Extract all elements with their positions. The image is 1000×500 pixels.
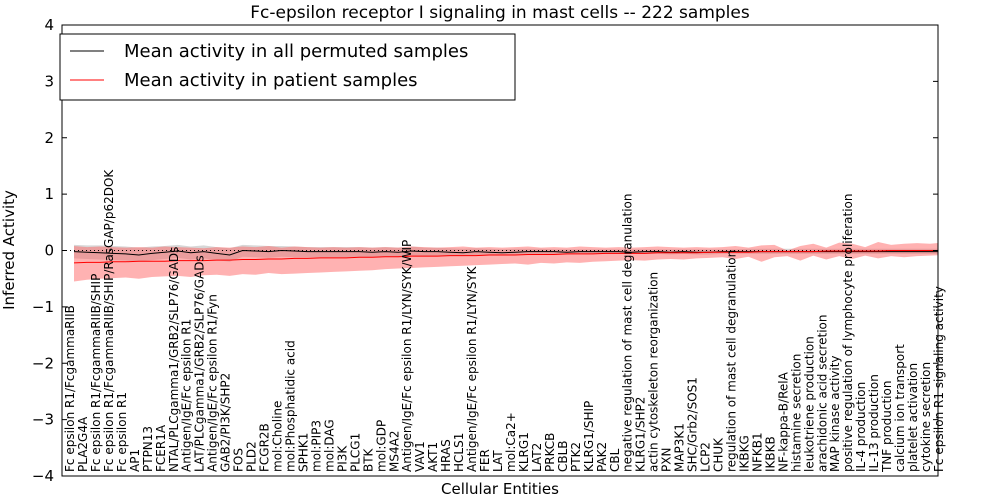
entity-label: platelet activation bbox=[906, 363, 920, 472]
chart-title: Fc-epsilon receptor I signaling in mast … bbox=[250, 3, 750, 23]
entity-label: HCLS1 bbox=[452, 433, 466, 472]
entity-label: mol:Choline bbox=[271, 401, 285, 472]
entity-label: Fc epsilon R1 signaling activity bbox=[932, 286, 946, 472]
entity-label: FCGR2B bbox=[258, 423, 272, 472]
y-axis-label: Inferred Activity bbox=[0, 190, 18, 310]
entity-label: positive regulation of lymphocyte prolif… bbox=[841, 194, 855, 473]
entity-label: calcium ion transport bbox=[893, 344, 907, 472]
entity-label: IL-4 production bbox=[854, 382, 868, 472]
entity-label: AP1 bbox=[128, 449, 142, 472]
entity-label: MS4A2 bbox=[387, 431, 401, 472]
series-line-patient bbox=[73, 250, 938, 264]
entity-label: HRAS bbox=[439, 439, 453, 472]
entity-label: CBLB bbox=[556, 440, 570, 472]
entity-label: AKT1 bbox=[426, 442, 440, 472]
entity-label: BTK bbox=[361, 447, 375, 472]
y-tick-label: −1 bbox=[32, 298, 54, 316]
y-tick-label: 0 bbox=[44, 242, 54, 260]
entity-label: Fc epsilon R1/FcgammaRIIB bbox=[63, 305, 77, 472]
entity-label: KLRG1 bbox=[517, 432, 531, 472]
entity-label: PXN bbox=[660, 448, 674, 472]
entity-label: CBL bbox=[608, 448, 622, 472]
y-tick-label: −3 bbox=[32, 411, 54, 429]
entity-label: Fc epsilon R1 bbox=[115, 392, 129, 472]
entity-label: IL-13 production bbox=[867, 374, 881, 472]
entity-label: FOS bbox=[232, 448, 246, 472]
entity-label: VAV1 bbox=[413, 441, 427, 472]
legend-frame bbox=[59, 33, 516, 101]
y-tick-label: 4 bbox=[44, 16, 54, 34]
entity-label: Antigen/IgE/Fc epsilon R1/LYN/SYK/WIP bbox=[400, 240, 414, 472]
entity-label: SHC/Grb2/SOS1 bbox=[686, 377, 700, 472]
legend-label-permuted: Mean activity in all permuted samples bbox=[124, 41, 468, 62]
entity-label: histamine secretion bbox=[789, 354, 803, 472]
entity-label: mol:DAG bbox=[322, 419, 336, 472]
entity-label: LAT/PLCgamma1/GRB2/SLP76/GADs bbox=[193, 255, 207, 472]
entity-label: PAK2 bbox=[595, 442, 609, 472]
entity-label: KLRG1/SHP2 bbox=[634, 397, 648, 472]
entity-label: Antigen/IgE/Fc epsilon R1/Fyn bbox=[206, 294, 220, 472]
legend: Mean activity in all permuted samples Me… bbox=[59, 33, 516, 101]
entity-label: Fc epsilon R1/FcgammaRIIB/SHIP/RasGAP/p6… bbox=[102, 169, 116, 472]
y-tick-label: 2 bbox=[44, 129, 54, 147]
entity-label: NFKB1 bbox=[750, 432, 764, 472]
entity-label: mol:GDP bbox=[374, 420, 388, 472]
entity-label: NTAL/PLCgamma1/GRB2/SLP76/GADs bbox=[167, 247, 181, 472]
y-tick-label: 3 bbox=[44, 72, 54, 90]
entity-label: regulation of mast cell degranulation bbox=[724, 250, 738, 472]
entity-label: PRKCB bbox=[543, 433, 557, 472]
y-tick-label: −4 bbox=[32, 467, 54, 485]
entity-label: PTPN13 bbox=[141, 426, 155, 472]
entity-label: MAP kinase activity bbox=[828, 355, 842, 472]
entity-label: MAP3K1 bbox=[673, 423, 687, 472]
entity-label: Fc epsilon R1/FcgammaRIIB/SHIP bbox=[89, 274, 103, 472]
entity-label: IKBKG bbox=[737, 435, 751, 472]
entity-label: Antigen/IgE/Fc epsilon R1 bbox=[180, 319, 194, 472]
entity-label: arachidonic acid secretion bbox=[815, 315, 829, 472]
entity-label: Antigen/IgE/Fc epsilon R1/LYN/SYK bbox=[465, 265, 479, 472]
entity-label: mol:Ca2+ bbox=[504, 412, 518, 472]
entity-label: CHUK bbox=[712, 437, 726, 472]
entity-label: LAT2 bbox=[530, 443, 544, 472]
entity-label: FCER1A bbox=[154, 424, 168, 472]
entity-label: leukotriene production bbox=[802, 336, 816, 472]
entity-label: FER bbox=[478, 449, 492, 472]
entity-label: actin cytoskeleton reorganization bbox=[647, 272, 661, 472]
entity-label: TNF production bbox=[880, 381, 894, 473]
entity-label: GAB2/PI3K/SHP2 bbox=[219, 373, 233, 472]
entity-label: mol:Phosphatidic acid bbox=[283, 340, 297, 472]
legend-label-patient: Mean activity in patient samples bbox=[124, 70, 418, 91]
y-axis-ticks: −4 −3 −2 −1 0 1 2 3 4 bbox=[32, 16, 938, 485]
entity-label: PTK2 bbox=[569, 442, 583, 472]
entity-label: PLA2G4A bbox=[76, 416, 90, 472]
series-lines bbox=[73, 249, 938, 264]
x-axis-label: Cellular Entities bbox=[441, 480, 559, 498]
y-tick-label: −2 bbox=[32, 354, 54, 372]
entity-label: IKBKB bbox=[763, 436, 777, 472]
entity-label: PLCG1 bbox=[348, 433, 362, 472]
entity-label: cytokine secretion bbox=[919, 362, 933, 472]
entity-label: PLD2 bbox=[245, 441, 259, 472]
entity-label: KLRG1/SHIP bbox=[582, 401, 596, 472]
entity-label: LCP2 bbox=[699, 442, 713, 472]
entity-label: negative regulation of mast cell degranu… bbox=[621, 193, 635, 472]
y-tick-label: 1 bbox=[44, 185, 54, 203]
entity-label: NF-kappa-B/RelA bbox=[776, 371, 790, 472]
entity-label: mol:PIP3 bbox=[309, 420, 323, 472]
entity-label: SPHK1 bbox=[296, 433, 310, 472]
entity-label: LAT bbox=[491, 450, 505, 472]
entity-label: PI3K bbox=[335, 445, 349, 472]
